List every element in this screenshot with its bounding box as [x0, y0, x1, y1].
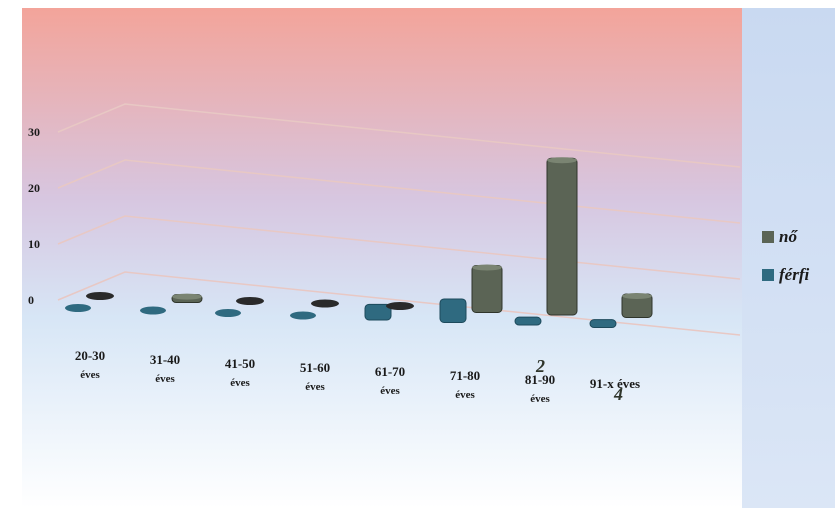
category-label: 20-30 — [75, 348, 105, 363]
bars — [65, 157, 653, 329]
bar-ferfi — [215, 309, 241, 317]
category-label: éves — [530, 393, 550, 405]
bar-ferfi — [65, 304, 91, 312]
bar-ferfi — [364, 303, 392, 321]
bar-ferfi — [439, 298, 467, 324]
y-tick-label: 30 — [28, 125, 40, 139]
bar-no — [471, 264, 503, 313]
plot-background — [22, 8, 742, 508]
bar-no — [86, 292, 114, 300]
legend-swatch — [762, 231, 774, 243]
bar-ferfi — [140, 306, 166, 315]
gridline — [57, 215, 741, 280]
bar-no — [386, 302, 414, 310]
category-label: éves — [230, 377, 250, 389]
gridlines — [57, 103, 741, 336]
y-tick-labels: 0 10 20 30 — [28, 125, 40, 307]
category-label: éves — [80, 369, 100, 381]
category-labels: 20-30 éves 31-40 éves 41-50 éves 51-60 éves 61-7… — [75, 348, 640, 405]
gridline — [57, 103, 741, 168]
category-label: 91-x éves — [590, 376, 640, 391]
legend-label: nő — [779, 227, 798, 246]
category-label: 81-90 — [525, 372, 555, 387]
bar-no-top — [472, 264, 502, 271]
data-label: 4 — [613, 384, 623, 404]
data-labels: 24 — [535, 356, 623, 404]
bar-no-top — [547, 157, 577, 164]
category-label: 61-70 — [375, 364, 405, 379]
gridline — [57, 271, 741, 336]
category-label: éves — [305, 381, 325, 393]
bar-no — [311, 299, 339, 308]
bar-no-top — [622, 292, 652, 299]
bar-no-top — [172, 293, 202, 300]
bar-ferfi — [514, 316, 542, 326]
bar-no — [236, 297, 264, 305]
legend-swatch — [762, 269, 774, 281]
legend-background — [742, 8, 835, 508]
category-label: 51-60 — [300, 360, 330, 375]
category-label: éves — [155, 373, 175, 385]
category-label: 31-40 — [150, 352, 180, 367]
legend-label: férfi — [779, 265, 809, 284]
bar-ferfi — [589, 319, 617, 329]
category-label: 71-80 — [450, 368, 480, 383]
gridline — [57, 159, 741, 224]
category-label: éves — [380, 385, 400, 397]
category-label: 41-50 — [225, 356, 255, 371]
category-label: éves — [455, 389, 475, 401]
legend: nő férfi — [762, 227, 809, 284]
bar-ferfi — [290, 311, 316, 320]
bar-no — [546, 157, 578, 316]
y-tick-label: 10 — [28, 237, 40, 251]
y-tick-label: 20 — [28, 181, 40, 195]
data-label: 2 — [535, 356, 545, 376]
y-tick-label: 0 — [28, 293, 34, 307]
